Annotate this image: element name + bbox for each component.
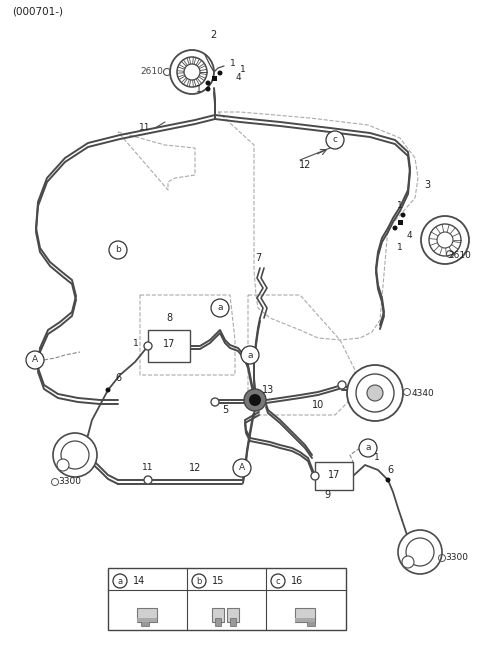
Circle shape (145, 343, 151, 349)
Text: 1: 1 (230, 58, 236, 67)
Circle shape (356, 374, 394, 412)
Text: 13: 13 (262, 385, 274, 395)
Circle shape (217, 71, 223, 75)
Circle shape (61, 441, 89, 469)
Circle shape (402, 556, 414, 568)
Circle shape (271, 574, 285, 588)
Circle shape (244, 389, 266, 411)
Circle shape (359, 439, 377, 457)
Bar (148, 330, 190, 362)
Bar (307, 618, 315, 626)
Text: 3: 3 (424, 180, 430, 190)
Text: b: b (115, 245, 121, 254)
Text: 10: 10 (312, 400, 324, 410)
Text: 1: 1 (374, 454, 380, 463)
Circle shape (211, 398, 219, 406)
Text: c: c (333, 136, 337, 145)
Text: 1: 1 (196, 84, 202, 93)
Text: (000701-): (000701-) (12, 6, 63, 16)
Circle shape (26, 351, 44, 369)
Text: 1: 1 (397, 243, 403, 252)
Bar (215, 618, 221, 626)
Circle shape (241, 346, 259, 364)
Circle shape (347, 365, 403, 421)
Text: 3300: 3300 (58, 478, 81, 487)
Text: a: a (365, 443, 371, 452)
Bar (212, 75, 216, 80)
Bar (227, 608, 239, 622)
Circle shape (398, 530, 442, 574)
Circle shape (213, 400, 217, 404)
Circle shape (400, 212, 406, 217)
Text: 4: 4 (406, 230, 412, 239)
Bar (315, 462, 353, 490)
Text: a: a (217, 304, 223, 313)
Circle shape (406, 538, 434, 566)
Circle shape (57, 459, 69, 471)
Circle shape (367, 385, 383, 401)
Circle shape (144, 342, 152, 350)
Text: 16: 16 (291, 576, 303, 586)
Text: a: a (118, 576, 122, 585)
Bar (137, 608, 157, 622)
Text: c: c (276, 576, 280, 585)
Text: 17: 17 (328, 470, 340, 480)
Text: 8: 8 (166, 313, 172, 323)
Text: 1: 1 (240, 66, 246, 75)
Circle shape (109, 241, 127, 259)
Text: 11: 11 (142, 463, 154, 472)
Text: 3300: 3300 (445, 554, 468, 563)
Circle shape (145, 478, 151, 482)
Text: 12: 12 (189, 463, 201, 473)
Circle shape (113, 574, 127, 588)
Text: 11: 11 (139, 123, 150, 132)
Circle shape (312, 474, 317, 478)
Bar (295, 618, 315, 622)
Text: 4: 4 (235, 73, 241, 82)
Bar (230, 618, 236, 626)
Circle shape (211, 299, 229, 317)
Text: A: A (32, 356, 38, 365)
Text: a: a (247, 350, 253, 360)
Text: 6: 6 (387, 465, 393, 475)
Circle shape (144, 476, 152, 484)
Circle shape (393, 225, 397, 230)
Text: 2610: 2610 (449, 251, 471, 260)
Circle shape (338, 381, 346, 389)
Bar (108, 568, 346, 630)
Bar (212, 608, 224, 622)
Text: 1: 1 (397, 201, 403, 210)
Circle shape (339, 382, 345, 387)
Text: 17: 17 (163, 339, 175, 349)
Circle shape (106, 387, 110, 393)
Circle shape (249, 394, 261, 406)
Bar (137, 618, 157, 622)
Text: 2610: 2610 (140, 67, 163, 77)
Text: 14: 14 (133, 576, 145, 586)
Text: 5: 5 (222, 405, 228, 415)
Text: A: A (239, 463, 245, 472)
Circle shape (205, 80, 211, 86)
Circle shape (53, 433, 97, 477)
Circle shape (205, 86, 211, 92)
Text: 2: 2 (210, 30, 216, 40)
Bar (141, 618, 149, 626)
Circle shape (233, 459, 251, 477)
Circle shape (192, 574, 206, 588)
Circle shape (326, 131, 344, 149)
Text: 6: 6 (116, 373, 122, 383)
Text: 7: 7 (255, 253, 261, 263)
Bar (295, 608, 315, 622)
Text: 9: 9 (324, 490, 330, 500)
Text: 4340: 4340 (412, 389, 435, 397)
Text: 1: 1 (133, 339, 139, 349)
Circle shape (311, 472, 319, 480)
Circle shape (385, 478, 391, 482)
Text: b: b (196, 576, 202, 585)
Bar (397, 219, 403, 225)
Text: 12: 12 (299, 160, 311, 170)
Text: 15: 15 (212, 576, 224, 586)
